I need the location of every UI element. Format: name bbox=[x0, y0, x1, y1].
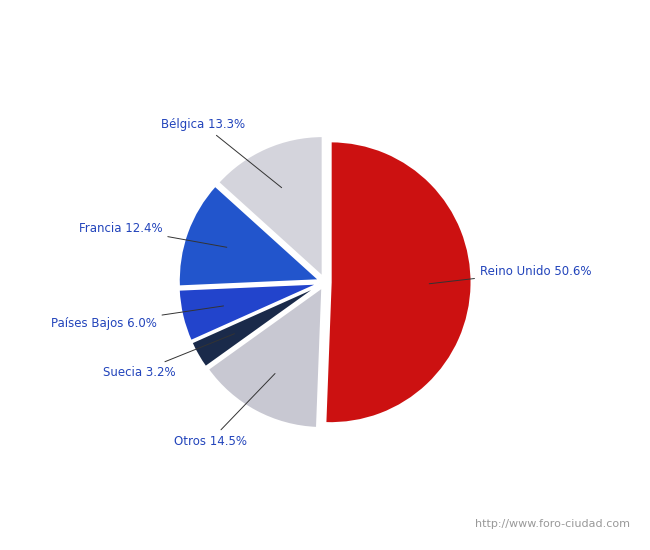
Text: Reino Unido 50.6%: Reino Unido 50.6% bbox=[429, 265, 592, 284]
Wedge shape bbox=[218, 136, 322, 277]
Wedge shape bbox=[179, 283, 320, 341]
Text: Suecia 3.2%: Suecia 3.2% bbox=[103, 334, 235, 378]
Text: http://www.foro-ciudad.com: http://www.foro-ciudad.com bbox=[476, 519, 630, 529]
Wedge shape bbox=[192, 285, 320, 367]
Wedge shape bbox=[179, 186, 320, 287]
Text: Bélgica 13.3%: Bélgica 13.3% bbox=[161, 118, 281, 188]
Wedge shape bbox=[208, 287, 322, 428]
Text: Albox - Turistas extranjeros según país - Abril de 2024: Albox - Turistas extranjeros según país … bbox=[90, 20, 560, 38]
Text: Países Bajos 6.0%: Países Bajos 6.0% bbox=[51, 306, 224, 330]
Wedge shape bbox=[325, 141, 471, 423]
Text: Otros 14.5%: Otros 14.5% bbox=[174, 373, 275, 448]
Text: Francia 12.4%: Francia 12.4% bbox=[79, 222, 227, 248]
